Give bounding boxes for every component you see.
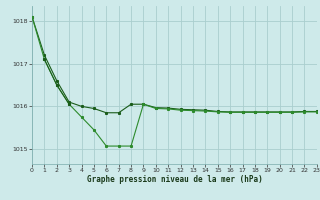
X-axis label: Graphe pression niveau de la mer (hPa): Graphe pression niveau de la mer (hPa) xyxy=(86,175,262,184)
